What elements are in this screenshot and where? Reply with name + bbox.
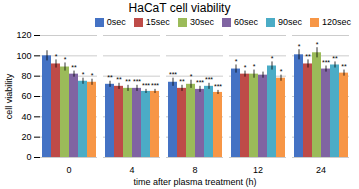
svg-text:*: * [190,73,193,80]
svg-text:***: *** [322,59,330,66]
svg-text:0: 0 [26,152,31,162]
svg-text:***: *** [205,76,213,83]
svg-text:***: *** [196,79,204,86]
svg-text:0: 0 [66,165,71,175]
svg-text:***: *** [169,71,177,78]
svg-text:120: 120 [16,30,31,40]
svg-text:80: 80 [21,71,31,81]
svg-text:*: * [298,43,301,50]
html-text:HaCaT cell viability: HaCaT cell viability [128,1,231,15]
svg-text:4: 4 [129,165,134,175]
svg-text:*: * [271,55,274,62]
svg-text:12: 12 [253,165,263,175]
svg-text:*: * [235,58,238,65]
svg-text:*: * [253,63,256,70]
svg-text:*: * [244,64,247,71]
svg-text:*: * [55,53,58,60]
svg-text:**: ** [179,78,185,85]
html-text:90sec: 90sec [277,17,302,27]
svg-text:**: ** [116,76,122,83]
svg-text:8: 8 [192,165,197,175]
svg-text:*: * [280,68,283,75]
svg-text:100: 100 [16,51,31,61]
svg-text:***: *** [133,78,141,85]
svg-text:60: 60 [21,91,31,101]
svg-text:**: ** [305,53,311,60]
svg-text:**: ** [332,55,338,62]
svg-text:*: * [64,56,67,63]
svg-text:cell viability: cell viability [4,73,14,119]
html-text:60sec: 60sec [233,17,258,27]
svg-text:40: 40 [21,112,31,122]
svg-text:20: 20 [21,132,31,142]
svg-text:**: ** [71,64,77,71]
svg-text:**: ** [125,78,131,85]
html-text:30sec: 30sec [189,17,214,27]
svg-text:24: 24 [316,165,326,175]
svg-text:***: *** [151,82,159,89]
html-text:120sec: 120sec [322,17,351,27]
svg-text:*: * [82,71,85,78]
svg-text:*: * [91,72,94,79]
svg-text:***: *** [142,82,150,89]
svg-text:***: *** [214,83,222,90]
svg-text:**: ** [107,74,113,81]
svg-text:*: * [316,41,319,48]
svg-text:time after plasma treatment (h: time after plasma treatment (h) [133,177,256,187]
svg-text:**: ** [341,63,347,70]
html-text:15sec: 15sec [145,17,170,27]
html-text:0sec: 0sec [106,17,126,27]
